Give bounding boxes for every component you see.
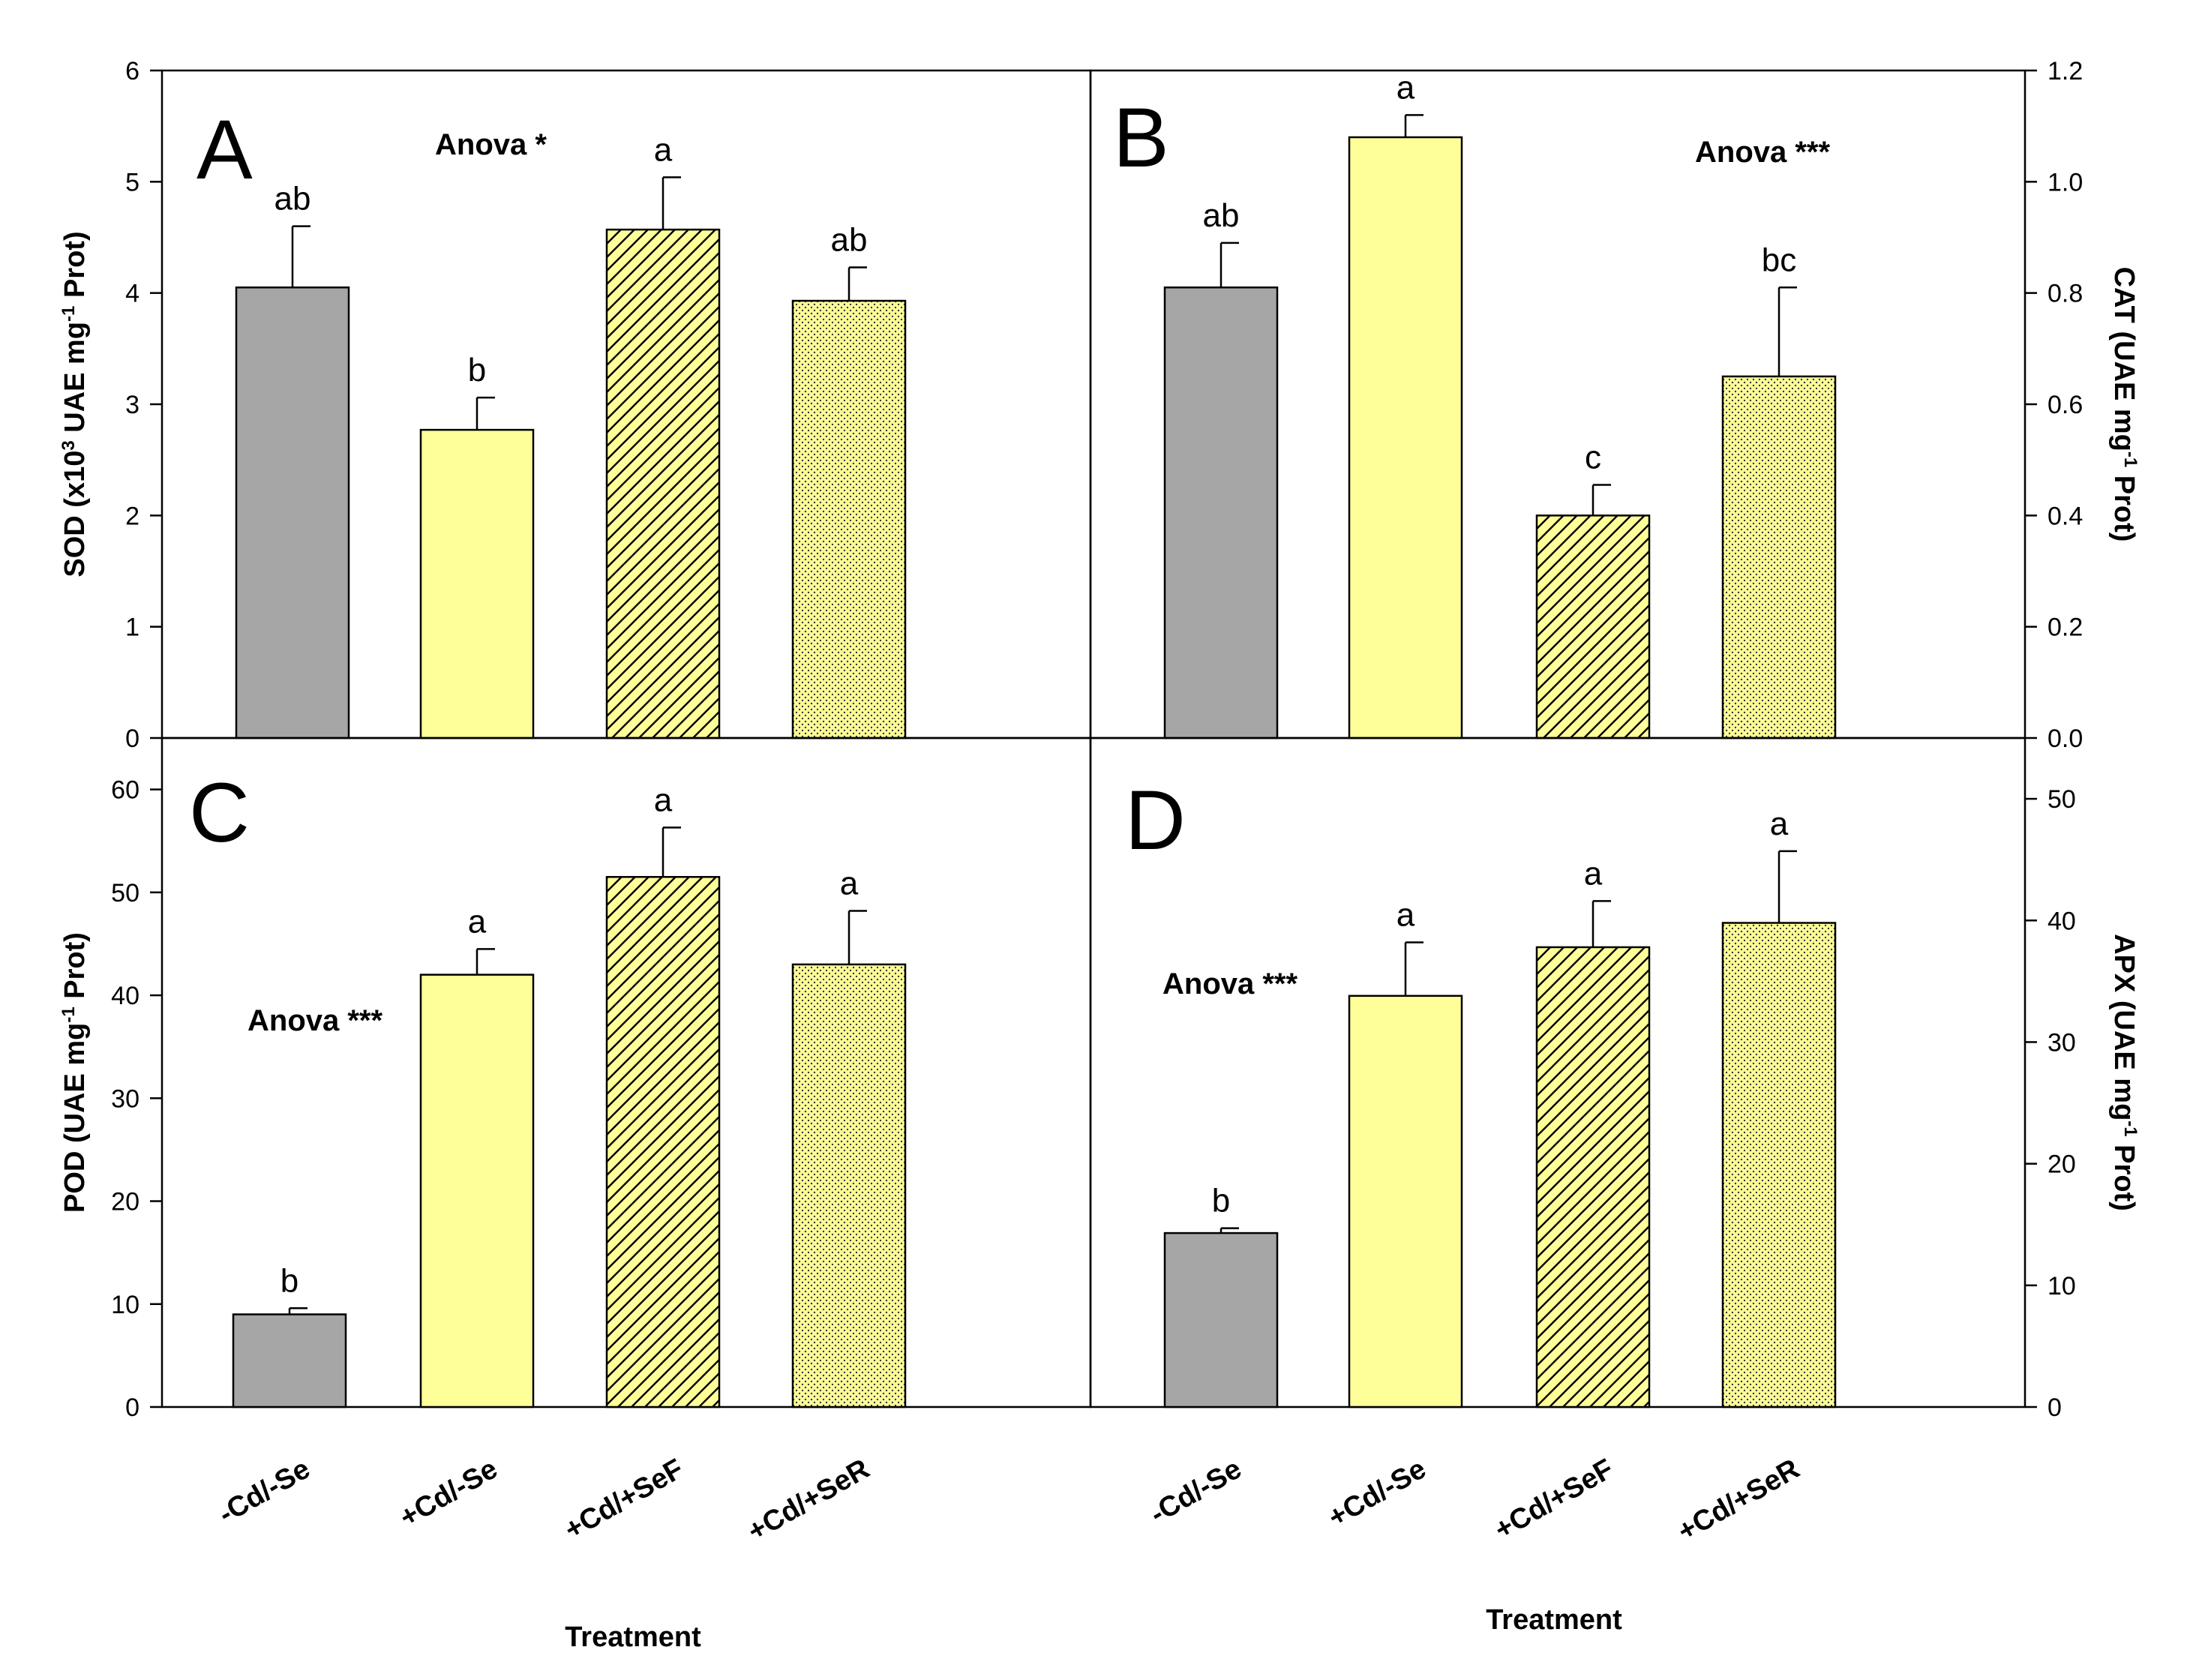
bar-3 [1535,514,1651,740]
y-tick-label: 20 [111,1188,140,1216]
significance-letter: b [468,352,486,388]
panels: 0 1 2 3 4 5 6 SOD (x103 UAE mg-1 Prot) A Anova * a… [58,57,2141,1548]
y-tick-label: 0 [2048,1394,2062,1422]
significance-letter: ab [274,181,311,218]
y-axis-title-d: APX (UAE mg-1 Prot) [2108,934,2141,1211]
significance-letter: ab [831,222,868,259]
bar-4 [791,963,907,1408]
significance-letter: a [840,866,859,902]
category-label: +Cd/+SeR [1672,1453,1804,1547]
significance-letter: b [280,1262,298,1299]
category-label: +Cd/-Se [394,1453,502,1534]
significance-letter: b [1212,1183,1230,1220]
category-label: -Cd/-Se [213,1453,315,1530]
category-label: +Cd/+SeF [560,1453,689,1546]
bar-2 [1348,136,1463,740]
y-tick-label: 20 [2048,1150,2076,1179]
bar-3 [1535,946,1651,1408]
y-tick-label: 6 [125,57,140,86]
bar-2 [1348,994,1463,1408]
panel-d: 0 10 20 30 40 50 APX (UAE mg-1 Prot) D Anova ***… [1089,736,2141,1548]
anova-annotation: Anova *** [1695,136,1830,169]
y-tick-label: 1.2 [2048,57,2083,86]
y-tick-label: 1.0 [2048,168,2083,196]
bar-1 [1163,1232,1279,1408]
y-tick-label: 0 [125,724,140,753]
bar-4 [791,299,907,740]
y-tick-label: 5 [125,168,140,196]
y-tick-label: 30 [2048,1028,2076,1057]
panel-b: 0.0 0.2 0.4 0.6 0.8 1.0 1.2 CAT (UAE mg-1 Prot)… [1089,57,2141,753]
y-tick-label: 0.2 [2048,614,2083,642]
significance-letter: c [1585,440,1601,476]
significance-letter: a [654,131,673,168]
significance-letter: a [1396,896,1415,933]
significance-letter: ab [1203,197,1240,234]
category-label: +Cd/-Se [1323,1453,1431,1534]
bar-1 [1163,286,1279,740]
bar-1 [235,286,350,740]
significance-letter: a [468,903,487,940]
y-tick-label: 0.6 [2048,391,2083,419]
y-tick-label: 1 [125,614,140,642]
bar-1 [232,1313,347,1408]
significance-letter: a [654,782,673,818]
category-label: +Cd/+SeF [1490,1453,1619,1546]
y-axis-title-b: CAT (UAE mg-1 Prot) [2108,267,2141,542]
category-label: +Cd/+SeR [742,1453,874,1547]
bar-4 [1721,922,1837,1408]
y-tick-label: 2 [125,502,140,530]
bar-2 [419,974,535,1408]
significance-letter: bc [1762,242,1796,278]
anova-annotation: Anova * [435,128,547,161]
significance-letter: a [1584,855,1603,892]
y-tick-label: 40 [2048,907,2076,935]
bar-3 [605,876,721,1408]
anova-annotation: Anova *** [248,1004,382,1037]
bar-3 [605,228,721,740]
y-tick-label: 0 [125,1394,140,1422]
panel-a: 0 1 2 3 4 5 6 SOD (x103 UAE mg-1 Prot) A Anova * a… [58,57,1092,753]
y-tick-label: 50 [111,879,140,908]
bar-2 [419,428,535,740]
y-axis-title-c: POD (UAE mg-1 Prot) [58,932,92,1213]
y-tick-label: 50 [2048,785,2076,814]
panel-letter: C [189,766,250,860]
y-tick-label: 3 [125,391,140,419]
category-label: -Cd/-Se [1144,1453,1246,1530]
y-axis-title-a: SOD (x103 UAE mg-1 Prot) [58,231,92,577]
y-tick-label: 0.4 [2048,502,2083,530]
y-tick-label: 0.8 [2048,280,2083,308]
bar-4 [1721,375,1837,740]
significance-letter: a [1770,806,1789,842]
y-tick-label: 4 [125,280,140,308]
panel-letter: D [1125,773,1186,867]
x-axis-title-right: Treatment [1486,1604,1622,1636]
x-axis-title-left: Treatment [565,1622,701,1653]
panel-letter: B [1113,91,1169,184]
anova-annotation: Anova *** [1162,968,1298,1000]
y-tick-label: 10 [2048,1272,2076,1300]
y-tick-label: 10 [111,1291,140,1319]
panel-c: 0 10 20 30 40 50 60 POD (UAE mg-1 Prot) C Anova *… [58,736,1092,1548]
significance-letter: a [1396,69,1415,106]
panel-letter: A [196,103,253,196]
y-tick-label: 60 [111,776,140,805]
y-tick-label: 30 [111,1084,140,1113]
y-tick-label: 40 [111,982,140,1010]
y-tick-label: 0.0 [2048,724,2083,753]
